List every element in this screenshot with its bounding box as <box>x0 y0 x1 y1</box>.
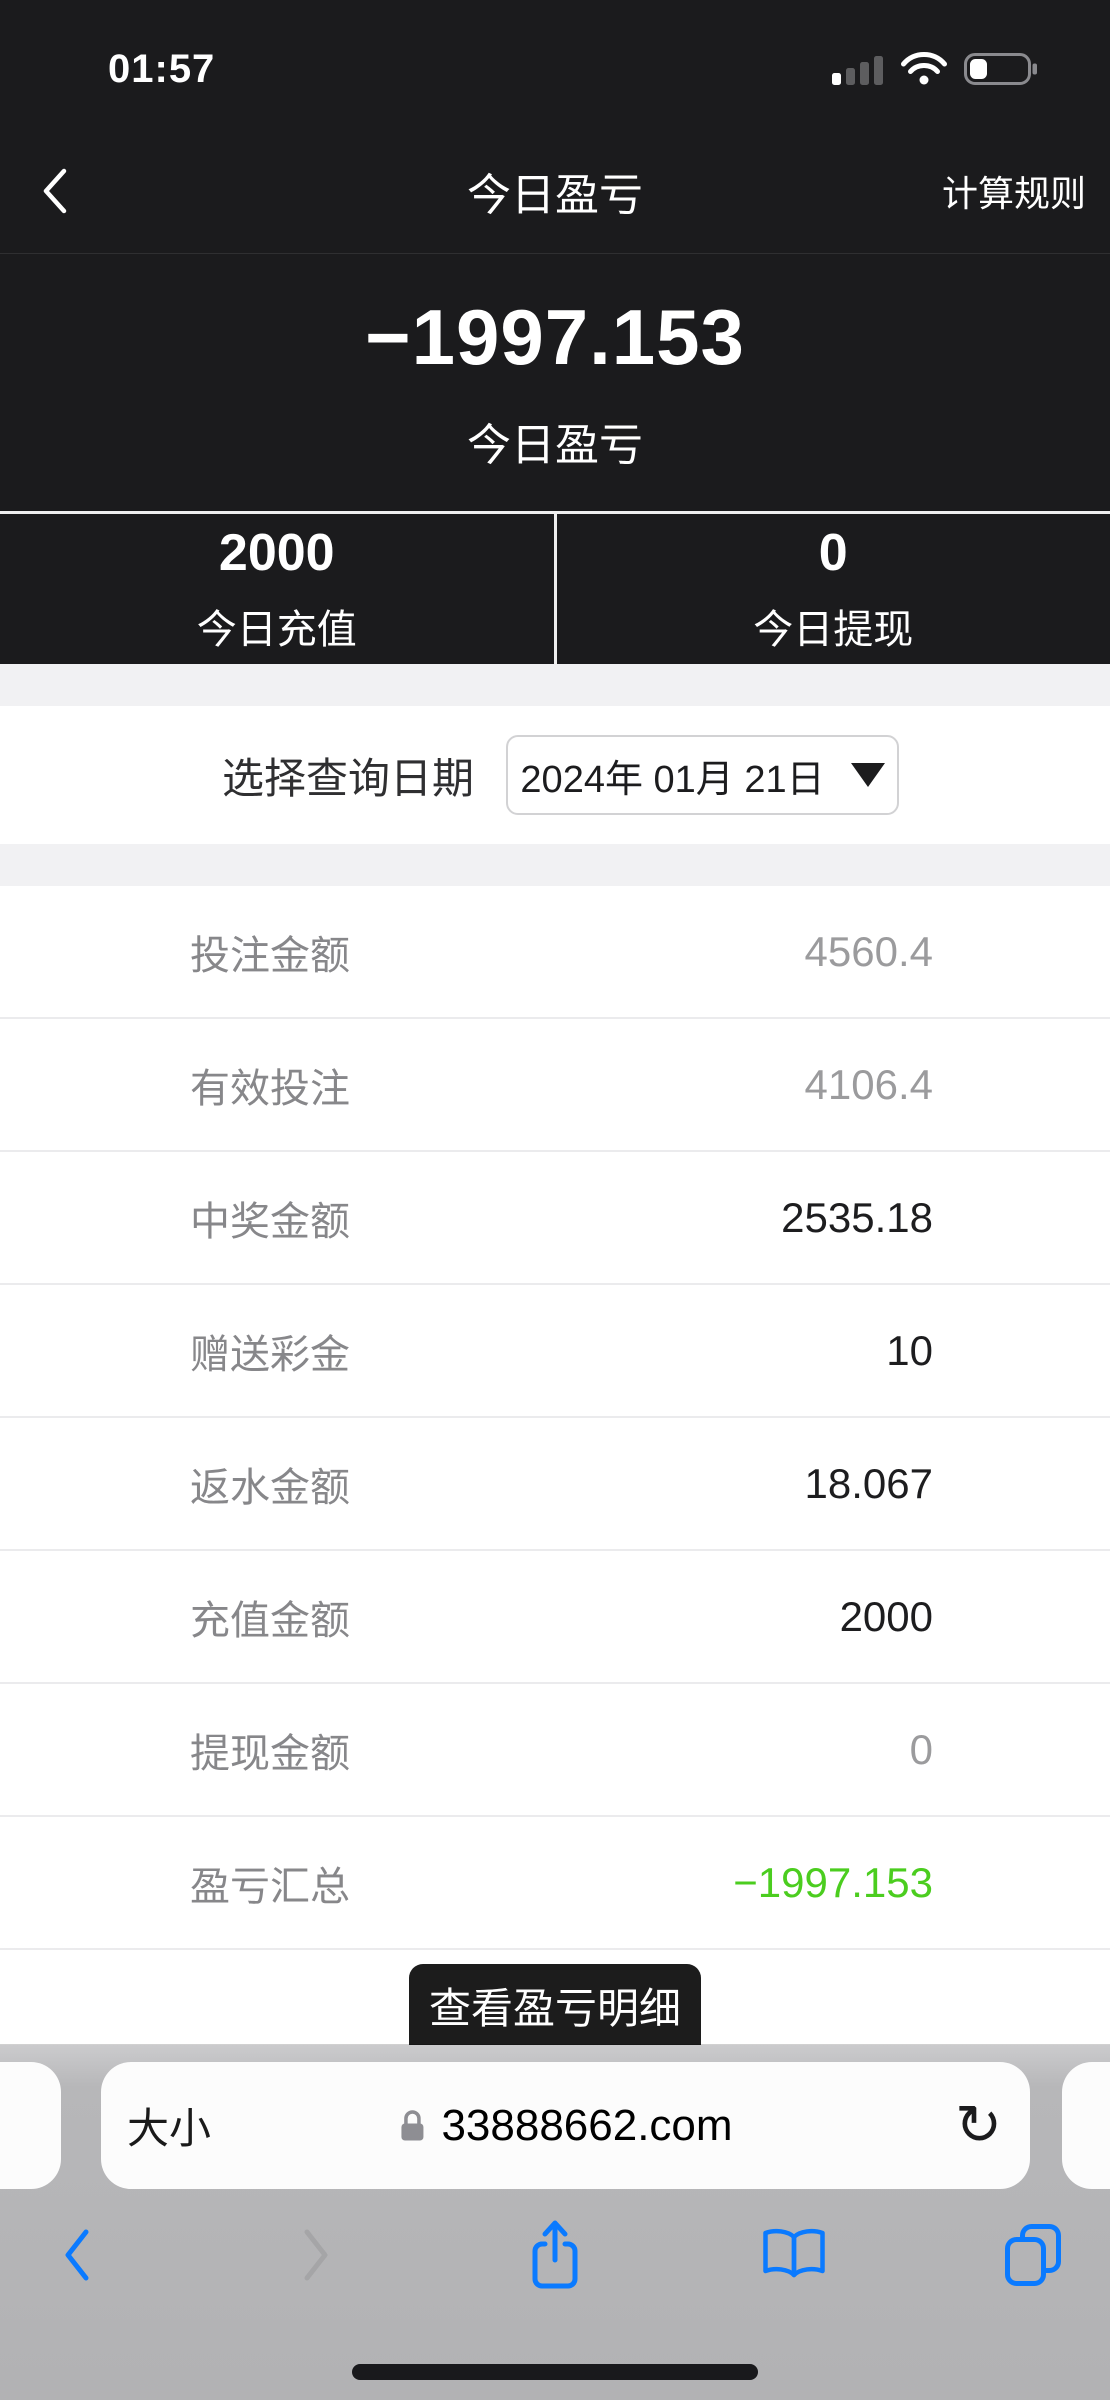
row-value: 0 <box>909 1725 933 1773</box>
today-deposit-label: 今日充值 <box>196 608 357 652</box>
today-deposit-value: 2000 <box>218 524 335 582</box>
row-label: 返水金额 <box>190 1465 350 1510</box>
cellular-signal-icon <box>832 56 883 85</box>
share-icon <box>532 2220 578 2289</box>
share-button[interactable] <box>522 2218 588 2292</box>
date-dropdown[interactable]: 2024年 01月 21日 <box>506 735 900 815</box>
status-bar: 01:57 <box>0 0 1110 128</box>
previous-tab-peek[interactable] <box>0 2062 61 2189</box>
row-label: 中奖金额 <box>190 1199 350 1244</box>
home-indicator[interactable] <box>352 2364 758 2380</box>
today-withdraw-label: 今日提现 <box>753 608 914 652</box>
dark-header: 01:57 <box>0 0 1110 664</box>
row-label: 赠送彩金 <box>190 1332 350 1377</box>
today-pnl-value: −1997.153 <box>365 293 745 381</box>
spacer <box>0 844 1110 886</box>
table-row: 中奖金额 2535.18 <box>0 1152 1110 1285</box>
url-center-group: 33888662.com <box>398 2100 733 2151</box>
table-row-pnl-total: 盈亏汇总 −1997.153 <box>0 1817 1110 1950</box>
table-row: 提现金额 0 <box>0 1684 1110 1817</box>
caret-down-icon <box>850 763 885 787</box>
nav-bar: 今日盈亏 计算规则 <box>0 128 1110 254</box>
today-withdraw-cell: 0 今日提现 <box>557 514 1110 664</box>
today-withdraw-value: 0 <box>818 524 848 582</box>
table-row: 充值金额 2000 <box>0 1551 1110 1684</box>
chevron-left-icon <box>65 2229 89 2281</box>
table-row: 赠送彩金 10 <box>0 1285 1110 1418</box>
url-domain-text: 33888662.com <box>441 2100 733 2150</box>
reload-button[interactable]: ↻ <box>955 2092 1002 2158</box>
row-label: 投注金额 <box>190 933 350 978</box>
hero-summary: −1997.153 今日盈亏 <box>0 254 1110 511</box>
safari-toolbar <box>0 2195 1110 2315</box>
text-size-button[interactable]: 大小 <box>127 2105 212 2152</box>
view-pnl-detail-button[interactable]: 查看盈亏明细 <box>409 1964 701 2046</box>
back-button[interactable] <box>40 161 100 221</box>
lock-icon <box>400 2110 423 2141</box>
row-value: 2000 <box>839 1592 933 1640</box>
date-picker-row: 选择查询日期 2024年 01月 21日 <box>0 706 1110 844</box>
today-pnl-label: 今日盈亏 <box>467 421 643 470</box>
list-footer: 查看盈亏明细 <box>0 1950 1110 2046</box>
row-value: 18.067 <box>804 1459 933 1507</box>
row-value: 10 <box>886 1326 933 1374</box>
open-book-icon <box>763 2228 825 2278</box>
row-value-pnl-total: −1997.153 <box>733 1858 933 1906</box>
chevron-left-icon <box>43 168 67 213</box>
page-title: 今日盈亏 <box>467 170 643 220</box>
battery-icon <box>964 53 1037 85</box>
row-label: 有效投注 <box>190 1066 350 1111</box>
row-value: 2535.18 <box>781 1193 933 1241</box>
url-bar-row: 大小 33888662.com ↻ <box>0 2045 1110 2195</box>
table-row: 投注金额 4560.4 <box>0 886 1110 1019</box>
tabs-button[interactable] <box>1000 2223 1066 2287</box>
table-row: 有效投注 4106.4 <box>0 1019 1110 1152</box>
address-bar[interactable]: 大小 33888662.com ↻ <box>101 2062 1030 2189</box>
status-icons <box>832 51 1040 87</box>
browser-back-button[interactable] <box>44 2226 110 2284</box>
row-value: 4106.4 <box>804 1060 933 1108</box>
tabs-icon <box>1005 2224 1061 2286</box>
safari-bottom-bar: 大小 33888662.com ↻ <box>0 2045 1110 2400</box>
next-tab-peek[interactable] <box>1062 2062 1110 2189</box>
date-dropdown-value: 2024年 01月 21日 <box>520 758 825 801</box>
bookmarks-button[interactable] <box>761 2226 827 2284</box>
today-deposit-cell: 2000 今日充值 <box>0 514 557 664</box>
row-value: 4560.4 <box>804 927 933 975</box>
row-label: 盈亏汇总 <box>190 1864 350 1909</box>
row-label: 充值金额 <box>190 1598 350 1643</box>
status-time: 01:57 <box>108 46 216 91</box>
today-stats-row: 2000 今日充值 0 今日提现 <box>0 511 1110 664</box>
chevron-right-icon <box>304 2229 328 2281</box>
detail-list: 投注金额 4560.4 有效投注 4106.4 中奖金额 2535.18 赠送彩… <box>0 886 1110 1950</box>
spacer <box>0 664 1110 706</box>
wifi-icon <box>901 52 947 85</box>
row-label: 提现金额 <box>190 1731 350 1776</box>
calc-rules-link[interactable]: 计算规则 <box>941 172 1086 214</box>
browser-forward-button[interactable] <box>283 2226 349 2284</box>
date-picker-label: 选择查询日期 <box>222 754 475 802</box>
table-row: 返水金额 18.067 <box>0 1418 1110 1551</box>
